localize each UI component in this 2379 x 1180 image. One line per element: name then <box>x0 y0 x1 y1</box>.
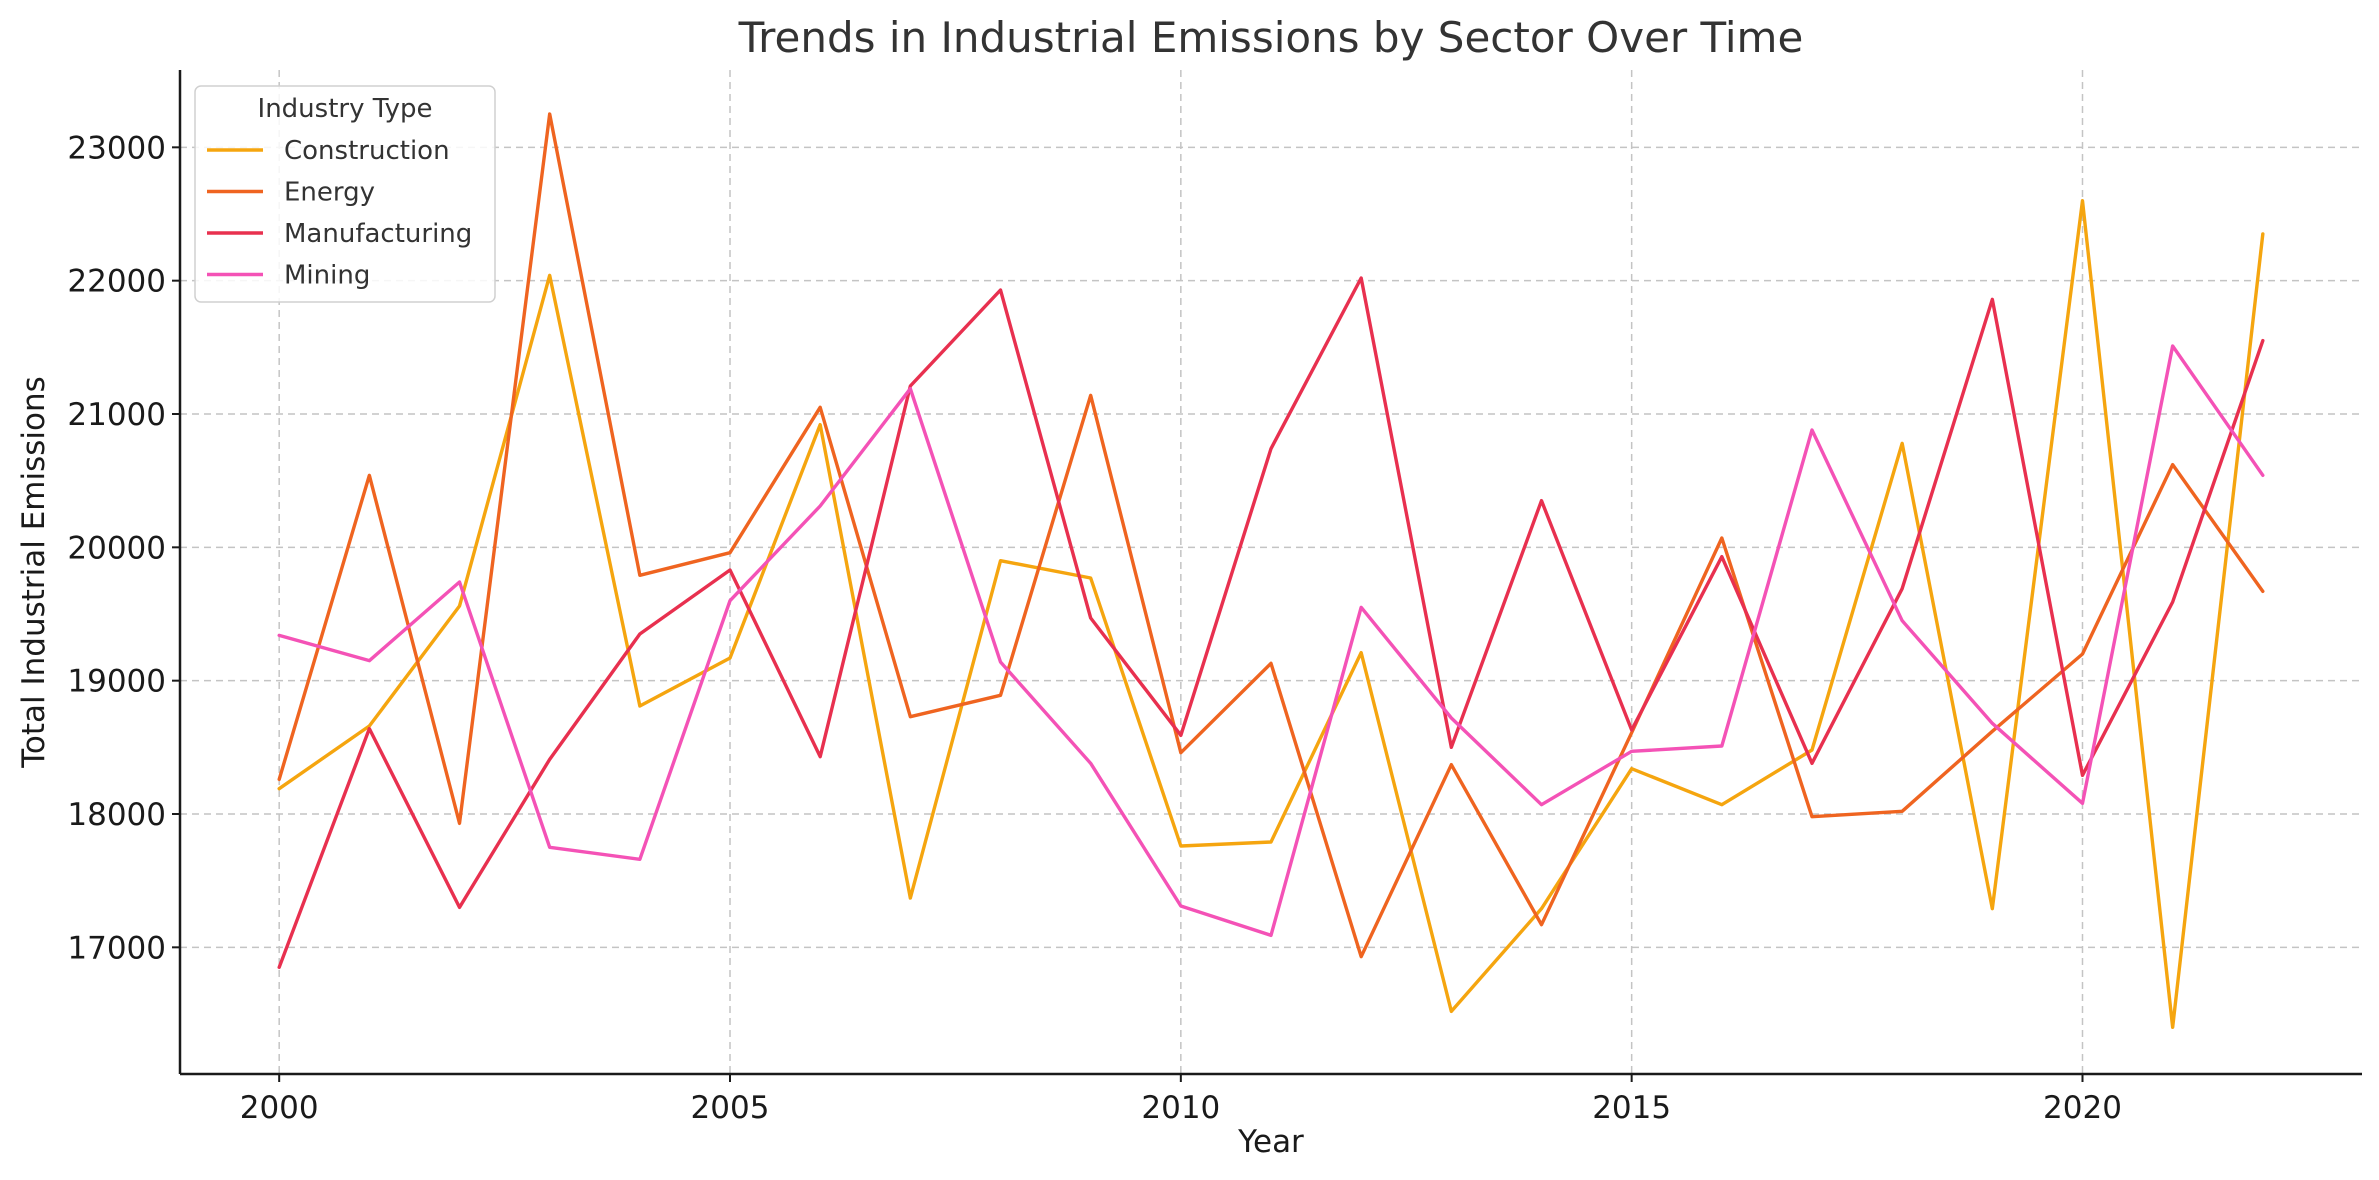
legend-label: Manufacturing <box>284 219 472 249</box>
x-tick-label: 2020 <box>2043 1090 2122 1126</box>
series-line-mining <box>277 344 2265 938</box>
grid-lines <box>180 70 2362 1074</box>
y-tick-label: 20000 <box>67 530 166 566</box>
legend-items: Construction Energy Manufacturing Mining <box>207 136 472 291</box>
series-lines <box>277 112 2265 1030</box>
x-tick-label: 2010 <box>1141 1090 1220 1126</box>
x-tick-label: 2005 <box>691 1090 770 1126</box>
axes <box>178 70 2362 1076</box>
y-tick-label: 21000 <box>67 397 166 433</box>
x-tick-label: 2000 <box>240 1090 319 1126</box>
legend-label: Energy <box>284 178 375 208</box>
legend-title: Industry Type <box>258 94 433 124</box>
legend-box <box>194 85 496 303</box>
y-tick-label: 23000 <box>67 130 166 166</box>
x-axis-label: Year <box>1237 1124 1304 1160</box>
legend-label: Construction <box>284 136 450 166</box>
y-tick-label: 17000 <box>67 930 166 966</box>
y-tick-label: 19000 <box>67 664 166 700</box>
chart-title: Trends in Industrial Emissions by Sector… <box>738 13 1804 62</box>
legend-item-energy: Energy <box>207 178 375 208</box>
legend-label: Mining <box>284 261 370 291</box>
tick-labels: 2000 2005 2010 2015 2020 17000 18000 19000 20000… <box>67 130 2122 1126</box>
legend-item-manufacturing: Manufacturing <box>207 219 472 249</box>
series-line-energy <box>277 112 2265 959</box>
y-tick-label: 18000 <box>67 797 166 833</box>
y-tick-label: 22000 <box>67 264 166 300</box>
series-line-construction <box>277 198 2265 1030</box>
legend-item-mining: Mining <box>207 261 370 291</box>
legend: Industry Type Construction Energy Manufact… <box>194 85 496 303</box>
series-line-manufacturing <box>277 276 2265 970</box>
legend-item-construction: Construction <box>207 136 450 166</box>
y-axis-label: Total Industrial Emissions <box>16 376 52 769</box>
x-tick-label: 2015 <box>1592 1090 1671 1126</box>
